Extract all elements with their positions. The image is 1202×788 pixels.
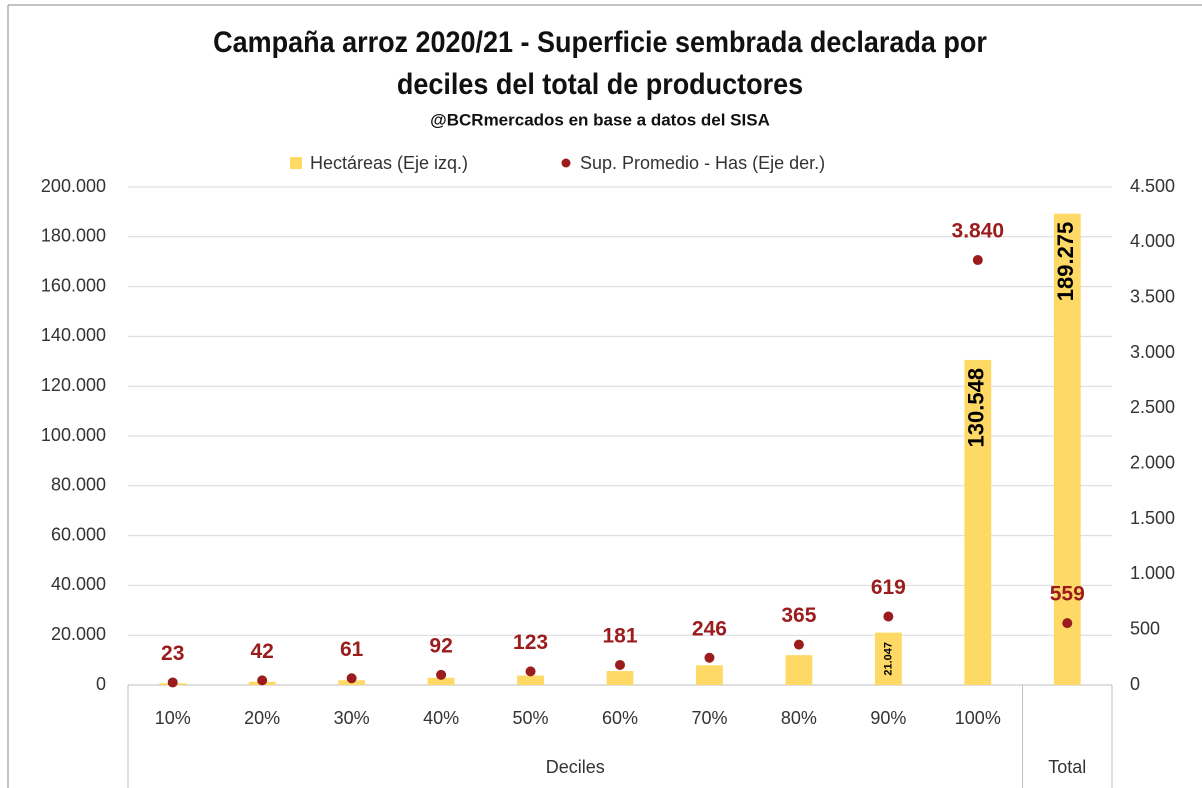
y2-tick-label: 1.500	[1130, 508, 1175, 528]
x-tick-label: 50%	[513, 708, 549, 728]
dot	[793, 639, 804, 650]
bar-label: 189.275	[1053, 222, 1078, 302]
dot	[704, 652, 715, 663]
x-tick-label: 10%	[155, 708, 191, 728]
y2-tick-label: 2.500	[1130, 397, 1175, 417]
dot	[436, 669, 447, 680]
x-tick-label: 70%	[691, 708, 727, 728]
x-tick-label: 90%	[870, 708, 906, 728]
dot-label: 619	[871, 576, 906, 599]
dot-label: 181	[602, 625, 637, 648]
dot	[525, 666, 536, 677]
legend-swatch	[561, 158, 571, 168]
dot-label: 92	[429, 634, 452, 657]
x-tick-label: 100%	[955, 708, 1001, 728]
y-tick-label: 0	[96, 674, 106, 694]
x-tick-label: 20%	[244, 708, 280, 728]
chart-title: Campaña arroz 2020/21 - Superficie sembr…	[213, 26, 987, 60]
y2-tick-label: 2.000	[1130, 452, 1175, 472]
y-tick-label: 200.000	[41, 176, 106, 196]
y-tick-label: 180.000	[41, 226, 106, 246]
x-group-label: Total	[1048, 757, 1086, 777]
y-tick-label: 120.000	[41, 375, 106, 395]
dot-label: 123	[513, 631, 548, 654]
y2-tick-label: 4.000	[1130, 231, 1175, 251]
y-tick-label: 40.000	[51, 574, 106, 594]
y2-tick-label: 3.500	[1130, 286, 1175, 306]
y2-tick-label: 4.500	[1130, 176, 1175, 196]
dot	[1062, 618, 1073, 629]
y2-tick-label: 3.000	[1130, 342, 1175, 362]
dot-label: 23	[161, 642, 184, 665]
dot-label: 3.840	[952, 220, 1005, 243]
bar	[517, 675, 544, 685]
y-tick-label: 60.000	[51, 524, 106, 544]
x-tick-label: 40%	[423, 708, 459, 728]
dot	[883, 611, 894, 622]
bar	[427, 677, 455, 685]
bar	[874, 632, 902, 685]
dot-label: 61	[340, 638, 364, 661]
x-tick-label: 30%	[334, 708, 370, 728]
bar	[785, 655, 813, 685]
y-tick-label: 20.000	[51, 624, 106, 644]
legend-label: Hectáreas (Eje izq.)	[310, 153, 468, 173]
y-tick-label: 100.000	[41, 425, 106, 445]
x-group-label: Deciles	[546, 757, 605, 777]
dot	[346, 673, 357, 684]
y-tick-label: 140.000	[41, 325, 106, 345]
dot	[615, 659, 625, 670]
legend-swatch	[290, 157, 302, 169]
x-tick-label: 60%	[602, 708, 638, 728]
bar-label: 21.047	[882, 642, 894, 676]
dot-label: 365	[781, 604, 816, 627]
chart-subtitle: @BCRmercados en base a datos del SISA	[430, 110, 770, 129]
bar-label: 130.548	[964, 368, 989, 448]
dot	[257, 675, 268, 686]
dot-label: 559	[1050, 583, 1085, 606]
y2-tick-label: 500	[1130, 618, 1160, 638]
bar	[964, 359, 992, 685]
legend-label: Sup. Promedio - Has (Eje der.)	[580, 153, 825, 173]
bar	[606, 671, 634, 685]
dot-label: 246	[692, 617, 727, 640]
y-tick-label: 80.000	[51, 475, 106, 495]
y2-tick-label: 1.000	[1130, 563, 1175, 583]
dot	[167, 677, 178, 688]
x-tick-label: 80%	[781, 708, 817, 728]
dot	[972, 255, 983, 266]
bar	[1053, 213, 1081, 685]
bar	[696, 665, 723, 685]
dot-label: 42	[251, 640, 274, 663]
chart-title: deciles del total de productores	[397, 68, 803, 102]
y-tick-label: 160.000	[41, 275, 106, 295]
y2-tick-label: 0	[1130, 674, 1140, 694]
